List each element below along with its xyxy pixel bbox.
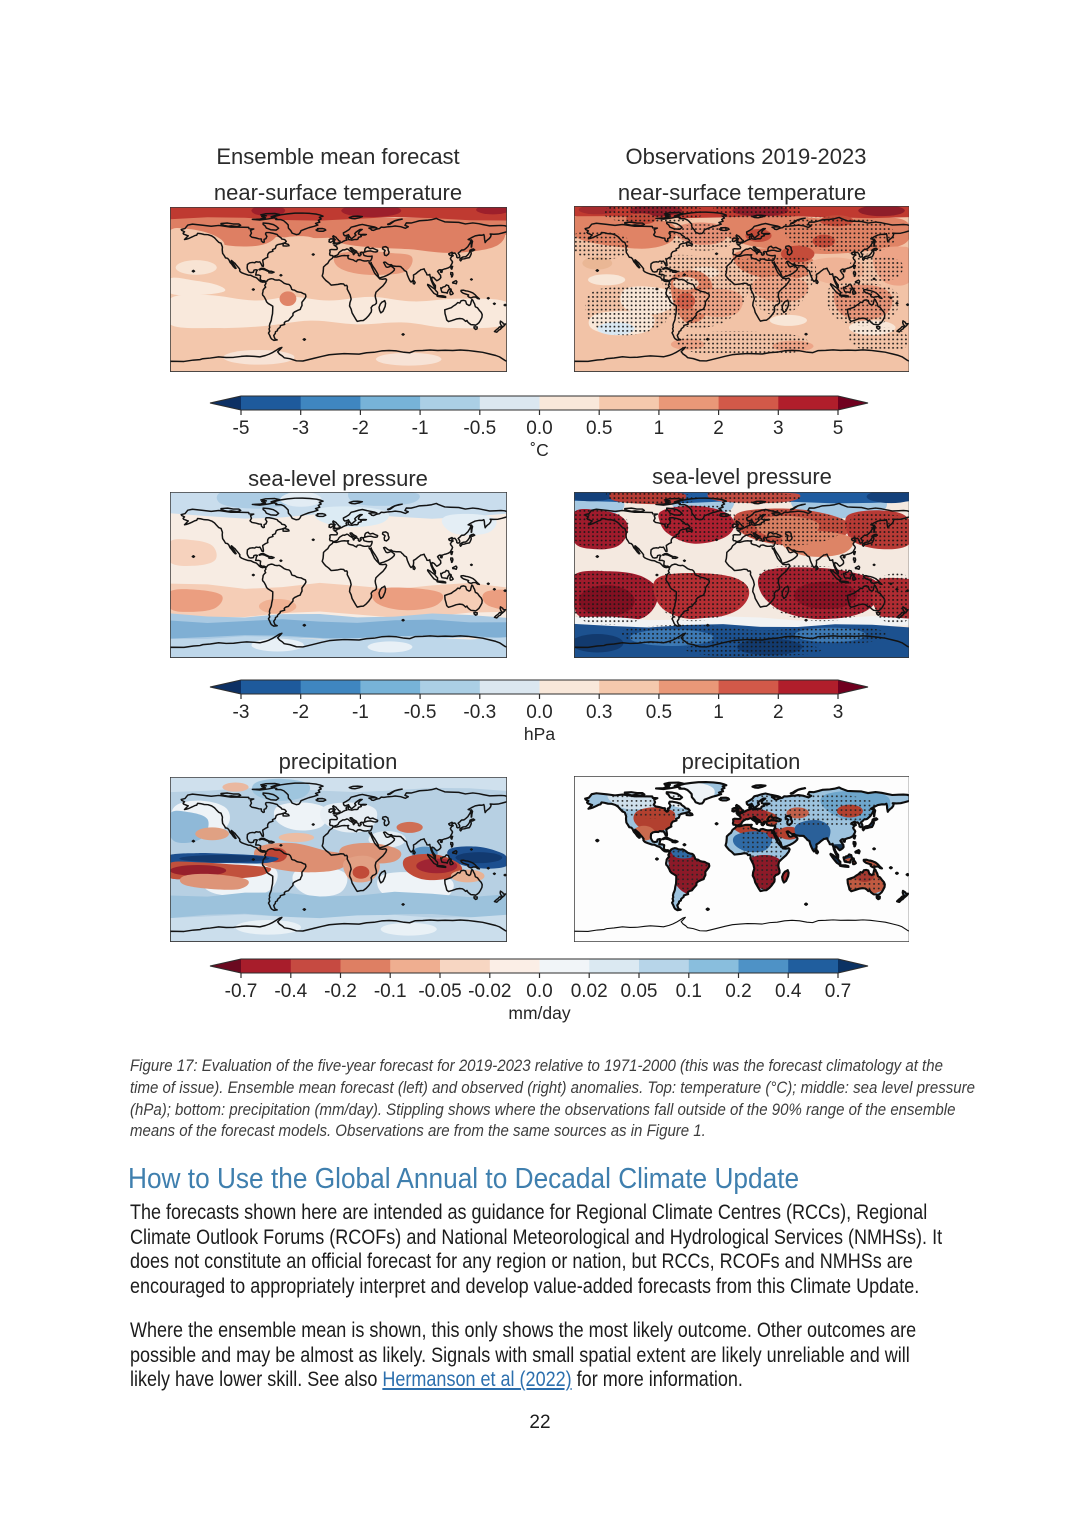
svg-text:0.2: 0.2 <box>725 981 751 1002</box>
svg-text:mm/day: mm/day <box>508 1003 570 1023</box>
svg-text:2: 2 <box>713 418 724 439</box>
svg-text:1: 1 <box>713 702 724 723</box>
svg-text:0.0: 0.0 <box>526 702 552 723</box>
svg-text:hPa: hPa <box>524 724 555 744</box>
svg-text:-2: -2 <box>292 702 309 723</box>
svg-text:0.1: 0.1 <box>676 981 702 1002</box>
svg-text:3: 3 <box>773 418 784 439</box>
svg-text:-1: -1 <box>352 702 369 723</box>
svg-text:0.4: 0.4 <box>775 981 802 1002</box>
svg-text:0.0: 0.0 <box>526 981 552 1002</box>
svg-text:0.02: 0.02 <box>571 981 608 1002</box>
svg-text:5: 5 <box>833 418 844 439</box>
svg-text:0.0: 0.0 <box>526 418 552 439</box>
svg-text:-0.4: -0.4 <box>274 981 307 1002</box>
svg-text:-0.5: -0.5 <box>463 418 496 439</box>
svg-text:0.3: 0.3 <box>586 702 612 723</box>
svg-text:0.05: 0.05 <box>621 981 658 1002</box>
svg-text:-1: -1 <box>412 418 429 439</box>
svg-text:1: 1 <box>654 418 665 439</box>
svg-text:3: 3 <box>833 702 844 723</box>
svg-text:0.5: 0.5 <box>586 418 612 439</box>
svg-text:-3: -3 <box>233 702 250 723</box>
svg-text:0.5: 0.5 <box>646 702 672 723</box>
svg-text:2: 2 <box>773 702 784 723</box>
svg-text:-0.05: -0.05 <box>418 981 461 1002</box>
svg-text:-5: -5 <box>233 418 250 439</box>
svg-text:-0.5: -0.5 <box>404 702 437 723</box>
svg-text:-0.2: -0.2 <box>324 981 357 1002</box>
svg-text:-3: -3 <box>292 418 309 439</box>
svg-text:˚C: ˚C <box>530 440 548 460</box>
svg-text:-0.1: -0.1 <box>374 981 407 1002</box>
svg-text:0.7: 0.7 <box>825 981 851 1002</box>
svg-text:-0.7: -0.7 <box>225 981 258 1002</box>
svg-text:-0.02: -0.02 <box>468 981 511 1002</box>
svg-text:-2: -2 <box>352 418 369 439</box>
svg-text:-0.3: -0.3 <box>463 702 496 723</box>
